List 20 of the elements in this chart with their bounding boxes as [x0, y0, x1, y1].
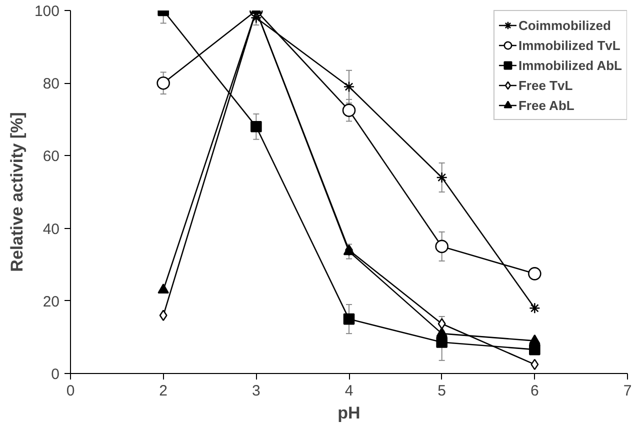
y-tick-label: 20 — [42, 293, 60, 310]
legend-label: Immobilized TvL — [518, 38, 620, 52]
legend-label: Immobilized AbL — [518, 58, 622, 72]
y-tick-label: 40 — [42, 220, 60, 238]
legend-label: Coimmobilized — [518, 18, 611, 32]
legend-label: Free TvL — [518, 78, 573, 92]
x-axis-title: pH — [338, 404, 360, 422]
y-tick-label: 80 — [42, 76, 60, 93]
x-tick-label: 7 — [623, 382, 632, 400]
y-tick-label: 100 — [34, 3, 60, 20]
x-tick-label: 2 — [159, 382, 168, 400]
x-tick-label: 4 — [344, 382, 354, 400]
y-tick-label: 60 — [42, 148, 60, 166]
x-tick-label: 0 — [66, 382, 75, 400]
x-tick-label: 3 — [252, 382, 260, 400]
x-tick-label: 5 — [438, 382, 446, 400]
x-tick-label: 6 — [530, 382, 539, 400]
legend-label: Free AbL — [518, 98, 574, 112]
y-tick-label: 0 — [51, 366, 60, 383]
y-axis-title: Relative activity [%] — [7, 112, 26, 272]
